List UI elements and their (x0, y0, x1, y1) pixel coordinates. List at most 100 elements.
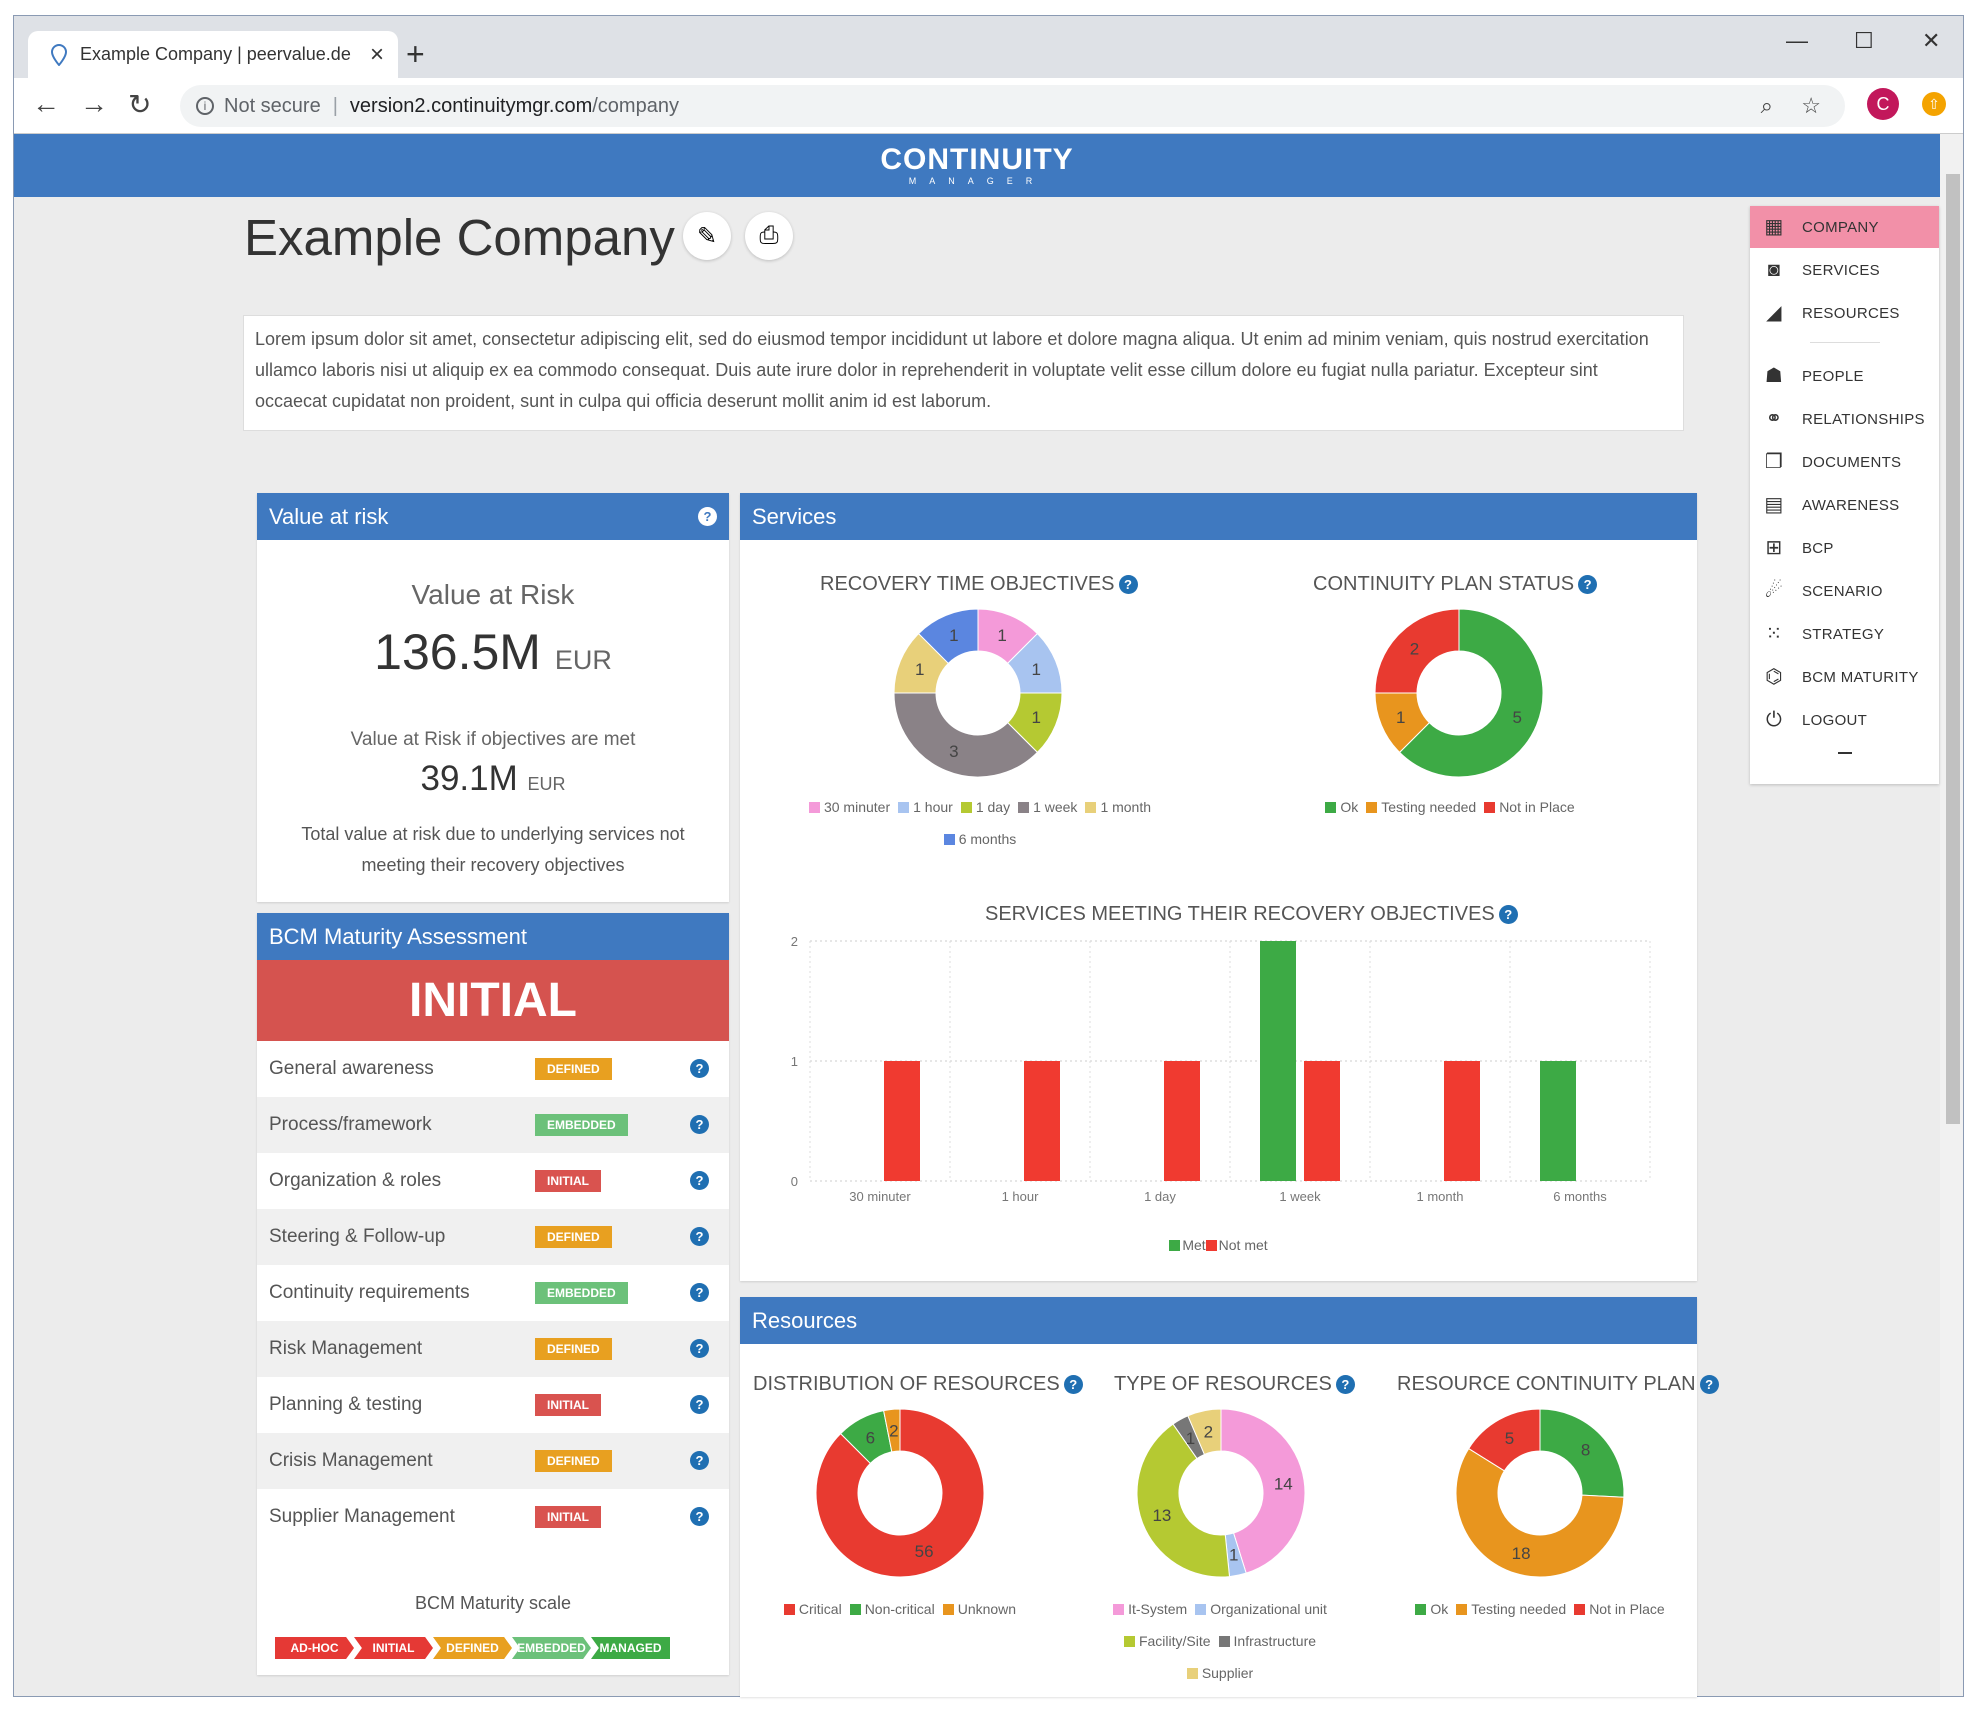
legend-item[interactable]: Testing needed (1366, 799, 1476, 815)
maximize-icon[interactable]: ☐ (1854, 28, 1874, 53)
info-icon[interactable]: i (196, 97, 214, 115)
close-tab-icon[interactable]: × (369, 41, 384, 68)
sidebar-item-awareness[interactable]: ▤ AWARENESS (1750, 484, 1939, 526)
sidebar-item-relationships[interactable]: ⚭ RELATIONSHIPS (1750, 398, 1939, 440)
help-icon[interactable]: ? (1063, 1375, 1083, 1395)
help-icon[interactable]: ? (690, 1059, 709, 1078)
bar[interactable] (1164, 1061, 1200, 1181)
donut-slice[interactable] (1220, 1408, 1306, 1574)
donut-slice[interactable] (815, 1408, 985, 1578)
maturity-badge: INITIAL (535, 1394, 601, 1416)
legend-item[interactable]: Supplier (1186, 1665, 1253, 1681)
help-icon[interactable]: ? (690, 1227, 709, 1246)
sidebar-item-bcp[interactable]: ⊞ BCP (1750, 527, 1939, 569)
help-icon[interactable]: ? (690, 1507, 709, 1526)
help-icon[interactable]: ? (1335, 1375, 1355, 1395)
sidebar-collapse-handle[interactable] (1838, 752, 1852, 754)
help-icon[interactable]: ? (1118, 575, 1138, 595)
sidebar-item-strategy[interactable]: ⁙ STRATEGY (1750, 613, 1939, 655)
url-field[interactable]: i Not secure | version2.continuitymgr.co… (180, 85, 1845, 127)
back-icon[interactable]: ← (32, 88, 60, 119)
help-icon[interactable]: ? (1578, 575, 1598, 595)
donut-slice[interactable] (883, 1408, 901, 1453)
help-icon[interactable]: ? (690, 1283, 709, 1302)
zoom-icon[interactable]: ⌕ (1760, 93, 1773, 118)
new-tab-icon[interactable]: + (406, 36, 425, 72)
help-icon[interactable]: ? (690, 1115, 709, 1134)
print-button[interactable]: ⎙ (745, 212, 793, 260)
forward-icon[interactable]: → (80, 88, 108, 119)
legend-item[interactable]: Not in Place (1574, 1601, 1665, 1617)
bar[interactable] (1444, 1061, 1480, 1181)
donut-slice[interactable] (1398, 608, 1544, 778)
page-scrollbar[interactable] (1940, 134, 1963, 1696)
continuity-logo[interactable]: CONTINUITY MANAGER (880, 145, 1073, 186)
help-icon[interactable]: ? (690, 1395, 709, 1414)
donut-slice[interactable] (1374, 608, 1460, 694)
help-icon[interactable]: ? (690, 1451, 709, 1470)
bar[interactable] (1024, 1061, 1060, 1181)
help-icon[interactable]: ? (1699, 1375, 1719, 1395)
donut-slice[interactable] (1539, 1408, 1625, 1498)
scrollbar-thumb[interactable] (1946, 174, 1960, 1124)
legend-item[interactable]: Critical (783, 1601, 842, 1617)
legend-item[interactable]: 1 week (1018, 799, 1077, 815)
legend-item[interactable]: Not met (1205, 1237, 1268, 1253)
sidebar-item-services[interactable]: ◙ SERVICES (1750, 249, 1939, 291)
legend-item[interactable]: Testing needed (1456, 1601, 1566, 1617)
minimize-icon[interactable]: — (1786, 28, 1808, 53)
sidebar-item-scenario[interactable]: ☄ SCENARIO (1750, 570, 1939, 612)
bar[interactable] (1540, 1061, 1576, 1181)
edit-button[interactable]: ✎ (683, 212, 731, 260)
legend-item[interactable]: Organizational unit (1195, 1601, 1327, 1617)
legend-item[interactable]: It-System (1113, 1601, 1187, 1617)
bar[interactable] (1304, 1061, 1340, 1181)
legend-item[interactable]: Not in Place (1484, 799, 1575, 815)
bar[interactable] (884, 1061, 920, 1181)
browser-tab[interactable]: Example Company | peervalue.de × (28, 31, 398, 78)
y-tick-label: 2 (791, 934, 798, 949)
sidebar-item-people[interactable]: ☗ PEOPLE (1750, 355, 1939, 397)
close-window-icon[interactable]: ✕ (1922, 28, 1941, 53)
value-at-risk-card: Value at risk? Value at Risk 136.5M EUR … (257, 493, 729, 902)
maturity-row: Crisis Management DEFINED? (257, 1433, 729, 1489)
legend-item[interactable]: Non-critical (849, 1601, 935, 1617)
legend-item[interactable]: 6 months (943, 831, 1016, 847)
legend-item[interactable]: Unknown (942, 1601, 1016, 1617)
extension-icon[interactable]: ⇧ (1922, 92, 1946, 116)
maturity-scale-step: INITIAL (354, 1637, 433, 1659)
services-bar-chart: 0 1 2 30 minuter 1 hour 1 day 1 week 1 month 6 m… (791, 934, 1651, 1204)
donut-slice[interactable] (1455, 1447, 1625, 1578)
profile-avatar[interactable]: C (1867, 88, 1899, 120)
sidebar-item-bcm-maturity[interactable]: ⌬ BCM MATURITY (1750, 656, 1939, 698)
help-icon[interactable]: ? (690, 1171, 709, 1190)
legend-item[interactable]: Facility/Site (1123, 1633, 1211, 1649)
sidebar-item-resources[interactable]: ◢ RESOURCES (1750, 292, 1939, 334)
legend-item[interactable]: Met (1169, 1237, 1206, 1253)
plan-status-donut-chart: 5 1 2 (1374, 608, 1544, 778)
type-legend: It-System Organizational unit Facility/Sit… (1060, 1593, 1380, 1689)
help-icon[interactable]: ? (698, 507, 717, 526)
reload-icon[interactable]: ↻ (128, 89, 152, 120)
help-icon[interactable]: ? (1498, 905, 1518, 925)
legend-item[interactable]: Ok (1415, 1601, 1448, 1617)
sidebar-item-documents[interactable]: ❐ DOCUMENTS (1750, 441, 1939, 483)
donut-slice[interactable] (1468, 1408, 1541, 1472)
donut-slice[interactable] (1136, 1423, 1231, 1578)
legend-item[interactable]: 1 month (1085, 799, 1151, 815)
star-icon[interactable]: ☆ (1801, 93, 1821, 118)
legend-item[interactable]: 1 hour (898, 799, 953, 815)
help-icon[interactable]: ? (690, 1339, 709, 1358)
donut-slice[interactable] (893, 692, 1039, 778)
donut-slice[interactable] (1187, 1408, 1222, 1456)
sidebar-item-logout[interactable]: ⏻ LOGOUT (1750, 699, 1939, 741)
donut-slice[interactable] (917, 608, 979, 665)
sidebar-item-company[interactable]: ▦ COMPANY (1750, 206, 1939, 248)
legend-item[interactable]: Ok (1325, 799, 1358, 815)
legend-item[interactable]: Infrastructure (1218, 1633, 1316, 1649)
type-chart-title: TYPE OF RESOURCES? (1114, 1373, 1355, 1396)
bar[interactable] (1260, 941, 1296, 1181)
slice-label: 2 (889, 1421, 898, 1440)
legend-item[interactable]: 1 day (960, 799, 1010, 815)
legend-item[interactable]: 30 minuter (808, 799, 890, 815)
